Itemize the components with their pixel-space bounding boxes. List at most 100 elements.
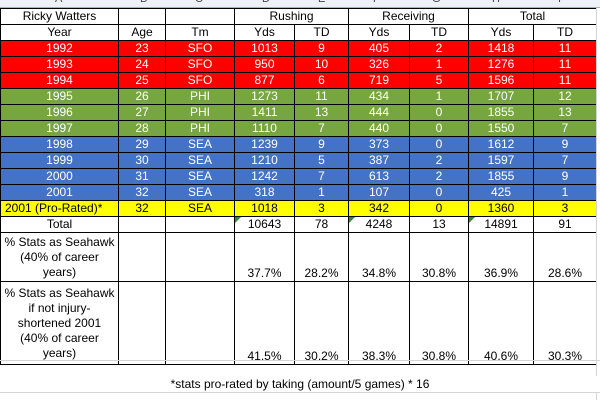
cell-rec-td[interactable]: 1 (408, 88, 470, 105)
cell-rush-yds[interactable]: 1239 (234, 136, 295, 153)
cell-tot-yds[interactable]: 1596 (468, 72, 535, 89)
cell-rush-yds[interactable]: 877 (234, 72, 295, 89)
cell-tot-yds[interactable]: 1276 (468, 56, 535, 73)
pct-cell-tot-td[interactable]: 28.6% (533, 232, 598, 282)
cell-rush-yds[interactable]: 1018 (234, 200, 295, 217)
column-letter-h[interactable]: H (492, 0, 500, 5)
cell-tot-td[interactable]: 7 (533, 120, 598, 137)
rush-yds-header[interactable]: Yds (234, 24, 295, 41)
cell-rush-yds[interactable]: 1110 (234, 120, 295, 137)
cell-year[interactable]: 1995 (0, 88, 119, 105)
tot-td-header[interactable]: TD (533, 24, 598, 41)
cell-age[interactable]: 27 (118, 104, 166, 121)
pct-cell-tot-yds[interactable]: 36.9% (468, 232, 535, 282)
cell-year[interactable]: 2001 (0, 184, 119, 201)
column-letter-e[interactable]: E (318, 0, 325, 5)
age-header[interactable]: Age (118, 24, 166, 41)
column-letter-d[interactable]: D (262, 0, 270, 5)
pct-cell-rush-yds[interactable]: 41.5% (234, 281, 295, 365)
cell-tot-yds[interactable]: 1418 (468, 40, 535, 57)
cell-tot-td[interactable]: 13 (533, 104, 598, 121)
player-name-header[interactable]: Ricky Watters (0, 8, 119, 25)
column-letter-g[interactable]: G (432, 0, 441, 5)
cell-rush-td[interactable]: 11 (294, 88, 349, 105)
receiving-header[interactable]: Receiving (347, 8, 470, 25)
cell-rush-yds[interactable]: 1411 (234, 104, 295, 121)
total-cell-rush-yds[interactable]: 10643 (234, 216, 295, 233)
cell-rec-yds[interactable]: 405 (348, 40, 410, 57)
cell-rec-yds[interactable]: 326 (348, 56, 410, 73)
empty-cell[interactable] (118, 216, 166, 233)
cell-rec-yds[interactable]: 434 (348, 88, 410, 105)
cell-rec-yds[interactable]: 719 (348, 72, 410, 89)
cell-tot-td[interactable]: 1 (533, 184, 598, 201)
cell-age[interactable]: 30 (118, 152, 166, 169)
pct-cell-tot-td[interactable]: 30.3% (533, 281, 598, 365)
pct-cell-rec-yds[interactable]: 38.3% (348, 281, 410, 365)
total-cell-rec-yds[interactable]: 4248 (348, 216, 410, 233)
pct-row-label[interactable]: % Stats as Seahawk (40% of career years) (0, 232, 119, 282)
total-cell-label[interactable]: Total (0, 216, 119, 233)
cell-rec-td[interactable]: 2 (408, 40, 470, 57)
empty-cell[interactable] (165, 232, 235, 282)
cell-tot-yds[interactable]: 1612 (468, 136, 535, 153)
column-letter-a[interactable]: A (55, 0, 62, 5)
cell-tot-td[interactable]: 3 (533, 200, 598, 217)
column-letter-c[interactable]: C (195, 0, 203, 5)
cell-rec-yds[interactable]: 373 (348, 136, 410, 153)
cell-rush-td[interactable]: 7 (294, 168, 349, 185)
total-header[interactable]: Total (468, 8, 598, 25)
cell-rec-td[interactable]: 0 (408, 104, 470, 121)
pct-cell-rec-td[interactable]: 30.8% (408, 281, 470, 365)
cell-tot-td[interactable]: 9 (533, 168, 598, 185)
cell-rush-yds[interactable]: 1273 (234, 88, 295, 105)
cell-age[interactable]: 26 (118, 88, 166, 105)
cell-rec-td[interactable]: 1 (408, 56, 470, 73)
pct-cell-tot-yds[interactable]: 40.6% (468, 281, 535, 365)
cell-tm[interactable]: SEA (165, 152, 235, 169)
cell-rush-yds[interactable]: 1013 (234, 40, 295, 57)
cell-rush-td[interactable]: 5 (294, 152, 349, 169)
cell-rush-yds[interactable]: 1210 (234, 152, 295, 169)
cell-age[interactable]: 32 (118, 184, 166, 201)
pct-cell-rush-td[interactable]: 28.2% (294, 232, 349, 282)
rec-td-header[interactable]: TD (408, 24, 470, 41)
cell-age[interactable]: 24 (118, 56, 166, 73)
cell-tot-td[interactable]: 11 (533, 72, 598, 89)
year-header[interactable]: Year (0, 24, 119, 41)
cell-age[interactable]: 28 (118, 120, 166, 137)
cell-rush-td[interactable]: 3 (294, 200, 349, 217)
total-cell-rush-td[interactable]: 78 (294, 216, 349, 233)
total-cell-tot-td[interactable]: 91 (533, 216, 598, 233)
cell-rec-yds[interactable]: 387 (348, 152, 410, 169)
cell-tm[interactable]: SEA (165, 136, 235, 153)
column-letter-i[interactable]: I (558, 0, 561, 5)
pct-row-label[interactable]: % Stats as Seahawk if not injury-shorten… (0, 281, 119, 365)
cell-tot-yds[interactable]: 1550 (468, 120, 535, 137)
cell-tot-yds[interactable]: 425 (468, 184, 535, 201)
rec-yds-header[interactable]: Yds (348, 24, 410, 41)
cell-tot-yds[interactable]: 1855 (468, 104, 535, 121)
cell-year[interactable]: 1999 (0, 152, 119, 169)
cell-tot-td[interactable]: 12 (533, 88, 598, 105)
cell-year[interactable]: 1997 (0, 120, 119, 137)
footnote[interactable]: *stats pro-rated by taking (amount/5 gam… (0, 376, 600, 392)
cell-tm[interactable]: SFO (165, 56, 235, 73)
tot-yds-header[interactable]: Yds (468, 24, 535, 41)
cell-rec-yds[interactable]: 107 (348, 184, 410, 201)
cell-rec-yds[interactable]: 444 (348, 104, 410, 121)
cell-rush-td[interactable]: 10 (294, 56, 349, 73)
cell-tot-yds[interactable]: 1360 (468, 200, 535, 217)
pct-cell-rush-td[interactable]: 30.2% (294, 281, 349, 365)
cell-tot-yds[interactable]: 1707 (468, 88, 535, 105)
cell-year[interactable]: 1994 (0, 72, 119, 89)
empty-cell[interactable] (118, 232, 166, 282)
cell-tot-yds[interactable]: 1597 (468, 152, 535, 169)
cell-rec-yds[interactable]: 440 (348, 120, 410, 137)
cell-rush-td[interactable]: 13 (294, 104, 349, 121)
cell-rec-yds[interactable]: 342 (348, 200, 410, 217)
cell-year[interactable]: 1992 (0, 40, 119, 57)
cell-age[interactable]: 29 (118, 136, 166, 153)
total-cell-rec-td[interactable]: 13 (408, 216, 470, 233)
cell-tm[interactable]: SEA (165, 200, 235, 217)
